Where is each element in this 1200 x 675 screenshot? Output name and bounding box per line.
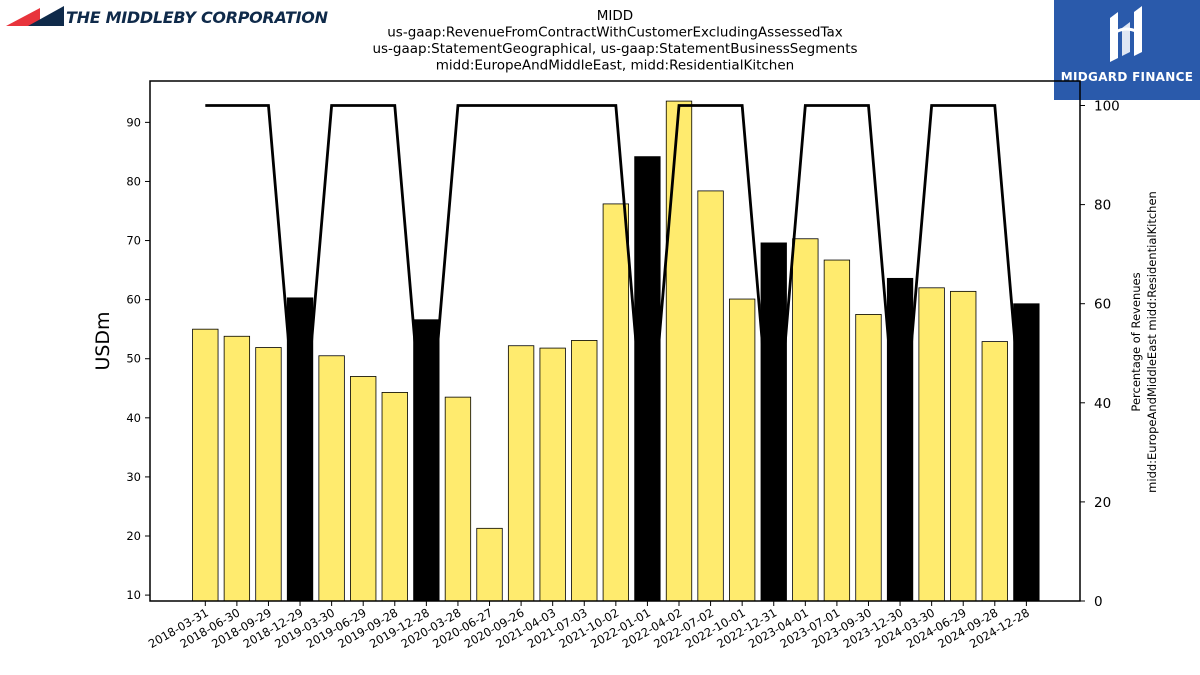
y-tick-label: 50 [126,352,141,366]
midgard-logo-mark [1110,6,1142,62]
bar [886,277,914,602]
y-tick-label: 30 [126,470,141,484]
y-tick-label: 40 [126,411,141,425]
bar [286,297,314,602]
middleby-logo-text: THE MIDDLEBY CORPORATION [66,7,328,27]
bar [223,335,251,602]
bar [192,328,219,602]
y2-tick-label: 20 [1094,495,1111,511]
middleby-logo-mark [6,6,64,26]
bar [697,190,724,602]
y-tick-label: 90 [126,115,141,129]
y2-tick-label: 60 [1094,297,1111,313]
bar [381,392,408,602]
bar [760,242,787,602]
y2-tick-label: 80 [1094,198,1111,214]
y2-tick-label: 100 [1094,99,1120,115]
bar [981,341,1008,602]
midgard-finance-logo: MIDGARD FINANCE [1054,0,1200,100]
bar [855,314,882,602]
bar [918,287,945,602]
plot-frame [149,80,1081,602]
bar [255,347,282,602]
bar [350,376,377,602]
bar [1013,303,1040,602]
bar [729,298,756,602]
chart-title-line: us-gaap:StatementGeographical, us-gaap:S… [372,41,857,57]
chart-title-line: us-gaap:RevenueFromContractWithCustomerE… [387,25,843,41]
y-tick-label: 10 [126,588,141,602]
chart-title-line: midd:EuropeAndMiddleEast, midd:Residenti… [436,58,794,74]
y-tick-label: 20 [126,529,141,543]
y2-axis-label-line: midd:EuropeAndMiddleEast midd:Residentia… [1145,191,1159,493]
percentage-line-path [205,104,1028,478]
y-tick-label: 70 [126,234,141,248]
midgard-logo-text: MIDGARD FINANCE [1060,70,1194,84]
bar [792,238,819,602]
percentage-line [205,104,1028,478]
bar [571,340,598,602]
middleby-logo: THE MIDDLEBY CORPORATION [6,5,328,29]
y-axis-right: 0 20 40 60 80 100 Percentage of Revenues midd:E… [1080,99,1159,610]
bar [318,355,345,602]
y2-tick-label: 40 [1094,396,1111,412]
y2-axis-label-line: Percentage of Revenues [1129,272,1143,411]
bar [444,396,472,602]
bar [539,347,566,602]
y-axis-label: USDm [92,311,114,370]
bar [602,203,629,602]
bar [507,345,535,602]
chart-title-line: MIDD [597,8,633,24]
bar [823,259,851,602]
bar [950,290,977,602]
y-axis-left: 10 20 30 40 50 60 70 80 90 USDm [92,115,150,602]
x-axis: 2018-03-312018-06-302018-09-292018-12-29… [146,601,1032,651]
y2-tick-label: 0 [1094,594,1103,610]
bar [665,100,693,602]
chart-title: MIDDus-gaap:RevenueFromContractWithCusto… [372,8,857,74]
y-tick-label: 80 [126,174,141,188]
bar [476,527,503,602]
y-tick-label: 60 [126,293,141,307]
bars [192,100,1040,602]
